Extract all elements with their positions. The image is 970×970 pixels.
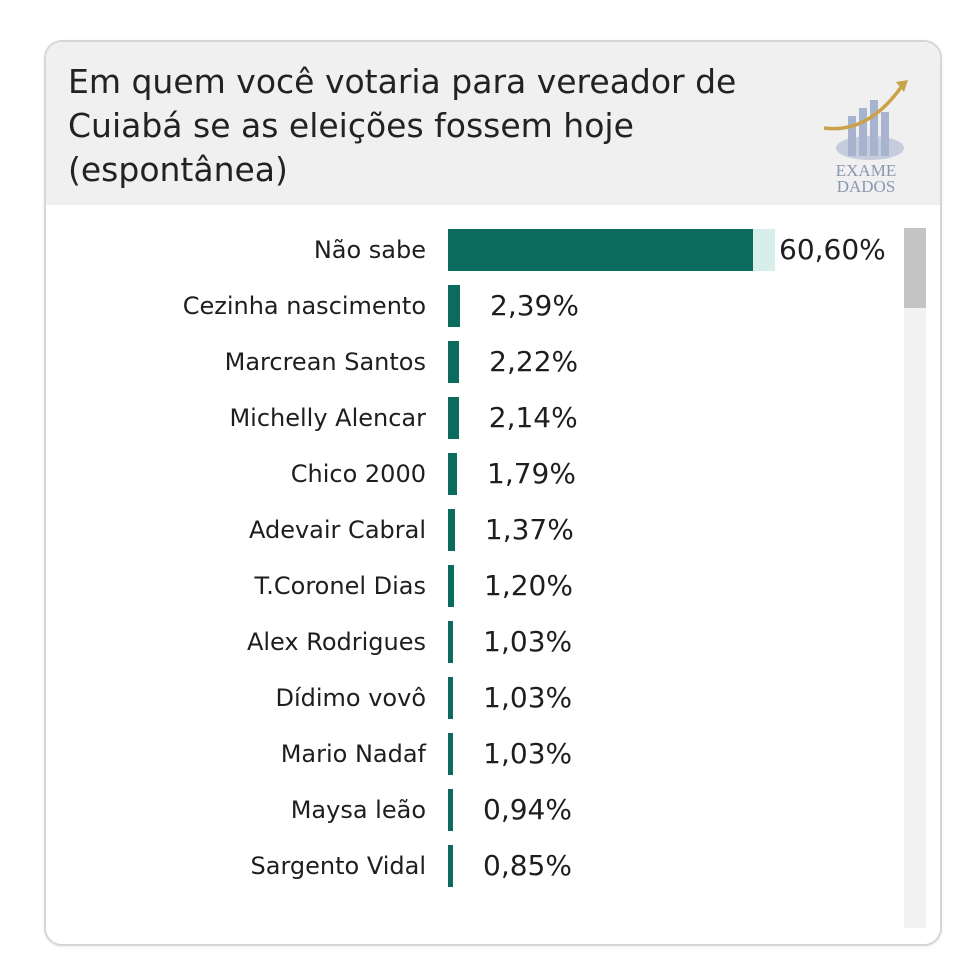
bar[interactable] (448, 565, 455, 607)
value-label: 2,14% (488, 401, 578, 434)
bar[interactable] (448, 341, 460, 383)
scrollbar-thumb[interactable] (904, 228, 926, 308)
category-label: Cezinha nascimento (182, 292, 426, 320)
bar[interactable] (448, 733, 454, 775)
logo-bars-icon (836, 100, 904, 160)
bar[interactable] (448, 621, 454, 663)
category-label: Chico 2000 (290, 460, 426, 488)
category-label: Mario Nadaf (280, 740, 426, 768)
bar[interactable] (448, 285, 461, 327)
value-label: 1,03% (483, 681, 573, 714)
value-label: 1,37% (484, 513, 574, 546)
value-label: 2,22% (489, 345, 579, 378)
value-label: 60,60% (779, 233, 886, 266)
chart-card: Em quem você votaria para vereador de Cu… (44, 40, 942, 946)
value-label: 1,03% (483, 625, 573, 658)
logo-text-exame: EXAME (836, 161, 896, 180)
bar[interactable] (448, 229, 753, 271)
value-label: 0,94% (483, 793, 572, 826)
logo-arrowhead-icon (896, 80, 908, 92)
bar-chart-plot: Não sabe 60,60% Cezinha nascimento 2,39% Mar… (46, 212, 940, 932)
value-label: 1,03% (483, 737, 573, 770)
logo-text-dados: DADOS (837, 177, 896, 194)
category-label: Michelly Alencar (229, 404, 426, 432)
category-label: Sargento Vidal (250, 852, 427, 880)
value-label: 1,20% (484, 569, 573, 602)
value-label: 1,79% (487, 457, 576, 490)
category-label: T.Coronel Dias (254, 572, 426, 600)
bar[interactable] (448, 453, 457, 495)
exame-dados-logo: EXAME DADOS (823, 80, 908, 194)
bar[interactable] (448, 397, 459, 439)
chart-title: Em quem você votaria para vereador de Cu… (68, 62, 737, 189)
category-label: Adevair Cabral (248, 516, 426, 544)
chart-header: Em quem você votaria para vereador de Cu… (46, 42, 940, 205)
category-label: Marcrean Santos (224, 348, 426, 376)
bar[interactable] (448, 509, 455, 551)
bar[interactable] (448, 789, 453, 831)
category-label: Dídimo vovô (275, 684, 426, 712)
logo-swoosh-icon (823, 84, 904, 131)
bar[interactable] (448, 845, 453, 887)
scrollbar-track[interactable] (904, 228, 926, 928)
bar[interactable] (448, 677, 454, 719)
value-label: 2,39% (490, 289, 579, 322)
category-label: Alex Rodrigues (246, 628, 426, 656)
category-label: Não sabe (313, 236, 426, 264)
value-label: 0,85% (483, 849, 572, 882)
category-label: Maysa leão (290, 796, 426, 824)
